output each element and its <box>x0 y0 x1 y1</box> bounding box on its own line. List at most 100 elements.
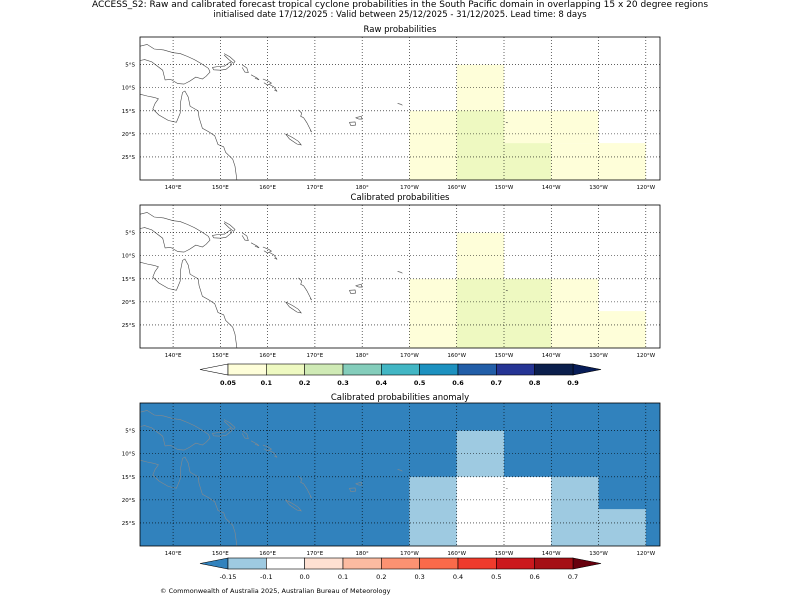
coastline-solomon3 <box>269 84 278 92</box>
lon-tick-label: 140°E <box>165 185 182 191</box>
probability-cell <box>409 476 457 546</box>
coastline-newBritain <box>212 229 233 239</box>
colorbar-anomaly: -0.15 -0.1 0.0 0.1 0.2 0.3 0.4 0.5 0.6 0.7 <box>199 557 602 581</box>
colorbar-tick-label: 0.4 <box>376 379 388 387</box>
coastline-newBritain <box>212 61 233 71</box>
lon-tick-label: 150°E <box>212 353 229 359</box>
colorbar-tick-label: 0.4 <box>453 573 463 581</box>
lat-tick-label: 5°S <box>125 231 135 237</box>
colorbar-over-arrow <box>572 557 602 570</box>
probability-cell <box>551 278 599 348</box>
lat-tick-label: 10°S <box>122 452 136 458</box>
lon-tick-label: 120°W <box>636 185 655 191</box>
coastline-samoa <box>397 271 403 274</box>
probability-cell <box>551 476 599 546</box>
lon-tick-label: 140°W <box>542 353 561 359</box>
coastline-newCaledonia <box>285 499 302 512</box>
coastline-bougainville <box>241 64 249 73</box>
coastline-fiji1 <box>349 289 356 294</box>
coastline-solomon3 <box>269 252 278 260</box>
probability-cell <box>456 110 504 180</box>
lon-tick-label: 170°W <box>400 353 419 359</box>
coastline-samoa <box>397 103 403 106</box>
coastline-fiji2 <box>355 115 363 120</box>
coastline-tahiti <box>505 488 508 490</box>
lon-tick-label: 130°W <box>589 353 608 359</box>
colorbar-tick-label: 0.5 <box>491 573 501 581</box>
colorbar-tick-label: 0.9 <box>567 379 579 387</box>
lon-tick-label: 130°W <box>589 551 608 557</box>
coastline-australia <box>140 90 238 180</box>
coastline-solomon3 <box>269 450 278 458</box>
lon-tick-label: 150°W <box>495 551 514 557</box>
coastline-newIreland <box>223 221 236 232</box>
coastline-australia <box>140 456 238 546</box>
colorbar-segment <box>534 557 574 570</box>
colorbar-over-arrow <box>572 363 602 376</box>
colorbar-probability: 0.05 0.1 0.2 0.3 0.4 0.5 0.6 0.7 0.8 0.9 <box>199 363 602 387</box>
lat-tick-label: 20°S <box>122 132 136 138</box>
map-title: Raw probabilities <box>364 25 437 35</box>
colorbar-segment <box>419 557 459 570</box>
probability-cell <box>409 110 457 180</box>
colorbar-segment <box>304 363 344 376</box>
lat-tick-label: 10°S <box>122 86 136 92</box>
colorbar-tick-label: 0.6 <box>529 573 539 581</box>
coastline-fiji2 <box>355 283 363 288</box>
colorbar-segment <box>266 557 305 570</box>
probability-cell <box>409 278 457 348</box>
colorbar-segment <box>266 363 305 376</box>
probability-cell <box>598 143 646 180</box>
colorbar-tick-label: 0.7 <box>568 573 578 581</box>
colorbar-tick-label: 0.2 <box>376 573 386 581</box>
coastline-newBritain <box>212 427 233 437</box>
lon-tick-label: 170°E <box>307 185 324 191</box>
coastline-vanuatu <box>298 277 312 301</box>
lon-tick-label: 160°E <box>259 185 276 191</box>
colorbar-tick-label: -0.1 <box>260 573 273 581</box>
colorbar-tick-label: 0.0 <box>299 573 309 581</box>
lon-tick-label: 120°W <box>636 353 655 359</box>
lon-tick-label: 140°W <box>542 185 561 191</box>
lat-tick-label: 25°S <box>122 521 136 527</box>
lat-tick-label: 10°S <box>122 254 136 260</box>
colorbar-tick-label: 0.3 <box>414 573 424 581</box>
copyright-text: © Commonwealth of Australia 2025, Austra… <box>160 587 391 595</box>
lon-tick-label: 160°E <box>259 353 276 359</box>
lat-tick-label: 25°S <box>122 155 136 161</box>
colorbar-tick-label: 0.1 <box>338 573 348 581</box>
colorbar-tick-label: 0.3 <box>337 379 349 387</box>
lat-tick-label: 15°S <box>122 277 136 283</box>
lon-tick-label: 150°E <box>212 551 229 557</box>
map-frame <box>139 36 661 181</box>
coastline-vanuatu <box>298 475 312 499</box>
coastline-solomon2 <box>262 444 273 452</box>
coastline-newGuinea <box>140 44 211 85</box>
coastline-bougainville <box>241 430 249 439</box>
lat-tick-label: 20°S <box>122 300 136 306</box>
coastline-australia <box>140 258 238 348</box>
probability-cell <box>504 143 552 180</box>
colorbar-segment <box>534 363 574 376</box>
colorbar-segment <box>496 557 535 570</box>
coastline-fiji1 <box>349 487 356 492</box>
colorbar-tick-label: 0.7 <box>491 379 503 387</box>
coastline-solomon1 <box>250 242 260 249</box>
colorbar-tick-label: 0.2 <box>299 379 311 387</box>
lat-tick-label: 15°S <box>122 475 136 481</box>
colorbar-tick-label: -0.15 <box>220 573 237 581</box>
lon-tick-label: 150°W <box>495 353 514 359</box>
colorbar-segment <box>342 363 382 376</box>
lon-tick-label: 170°E <box>307 551 324 557</box>
map-panel-anomaly: 140°E 150°E 160°E 170°E 180° 170°W 160°W 150°W 1… <box>122 393 661 557</box>
probability-cell <box>504 110 599 144</box>
coastline-solomon2 <box>262 78 273 86</box>
lon-tick-label: 170°W <box>400 551 419 557</box>
lon-tick-label: 160°W <box>447 551 466 557</box>
colorbar-segment <box>457 363 497 376</box>
lon-tick-label: 120°W <box>636 551 655 557</box>
lon-tick-label: 160°W <box>447 185 466 191</box>
colorbar-segment <box>227 557 267 570</box>
lon-tick-label: 140°W <box>542 551 561 557</box>
lat-tick-label: 5°S <box>125 429 135 435</box>
